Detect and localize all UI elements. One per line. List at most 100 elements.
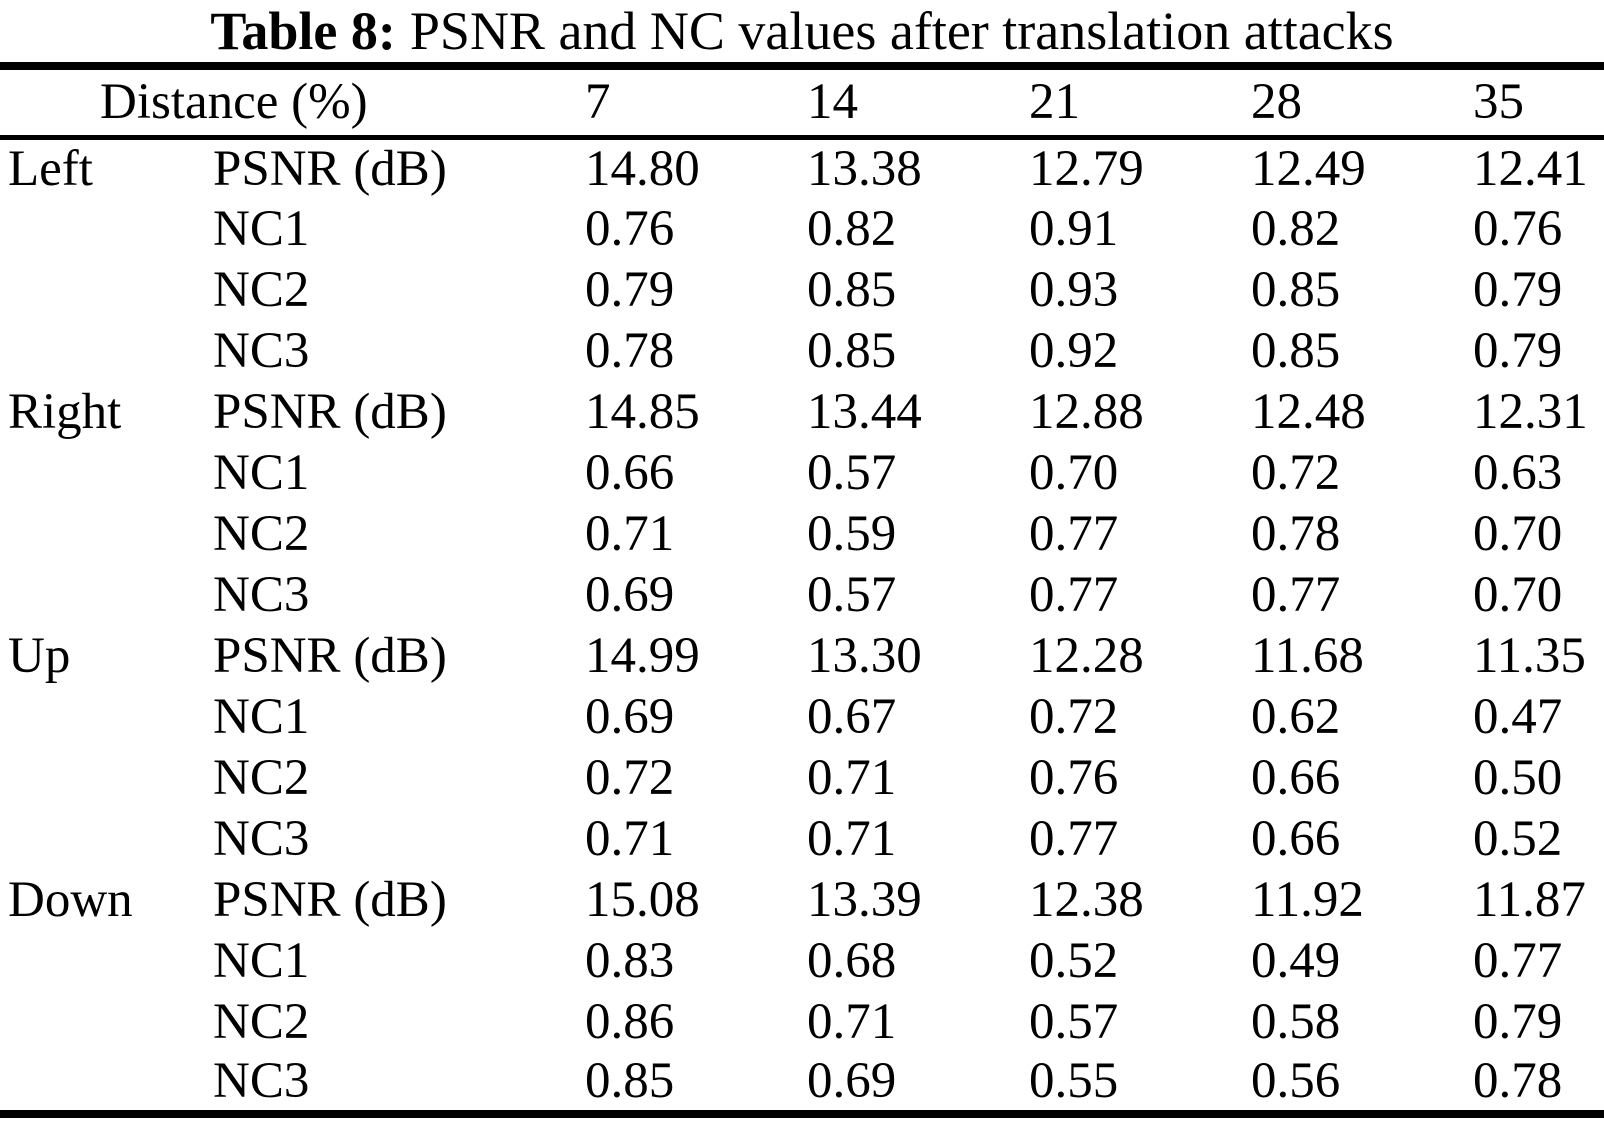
value-cell: 0.78 <box>1251 505 1341 562</box>
value-cell: 0.78 <box>585 322 675 379</box>
value-cell: 0.69 <box>585 566 675 623</box>
direction-cell-empty <box>0 747 213 808</box>
metric-cell: NC1 <box>213 932 310 989</box>
direction-cell-empty <box>0 930 213 991</box>
value-cell: 0.52 <box>1473 810 1563 867</box>
value-cell: 0.76 <box>1029 749 1119 806</box>
direction-cell-empty <box>0 991 213 1052</box>
table-row: Down PSNR (dB) 15.08 13.39 12.38 11.92 1… <box>0 869 1604 930</box>
direction-cell-empty <box>0 442 213 503</box>
value-cell: 0.68 <box>807 932 897 989</box>
metric-cell: NC2 <box>213 261 310 318</box>
value-cell: 0.70 <box>1473 505 1563 562</box>
value-cell: 12.79 <box>1029 140 1144 197</box>
metric-cell: NC3 <box>213 1053 310 1109</box>
table-row: Up PSNR (dB) 14.99 13.30 12.28 11.68 11.… <box>0 625 1604 686</box>
value-cell: 0.71 <box>585 810 675 867</box>
value-cell: 0.72 <box>1251 444 1341 501</box>
table-row: NC1 0.76 0.82 0.91 0.82 0.76 <box>0 198 1604 259</box>
value-cell: 0.67 <box>807 688 897 745</box>
metric-cell: PSNR (dB) <box>213 627 447 684</box>
value-cell: 0.71 <box>585 505 675 562</box>
value-cell: 0.76 <box>585 200 675 257</box>
value-cell: 0.58 <box>1251 993 1341 1050</box>
value-cell: 0.62 <box>1251 688 1341 745</box>
value-cell: 12.38 <box>1029 871 1144 928</box>
column-header-distance: Distance (%) <box>100 74 368 131</box>
value-cell: 0.77 <box>1473 932 1563 989</box>
direction-cell-empty <box>0 1052 213 1114</box>
value-cell: 0.57 <box>1029 993 1119 1050</box>
value-cell: 0.93 <box>1029 261 1119 318</box>
metric-cell: NC1 <box>213 688 310 745</box>
direction-cell-empty <box>0 259 213 320</box>
psnr-nc-table: Distance (%) 7 14 21 28 35 Left PSNR (dB… <box>0 62 1604 1118</box>
value-cell: 0.59 <box>807 505 897 562</box>
value-cell: 11.87 <box>1473 871 1586 928</box>
value-cell: 12.31 <box>1473 383 1588 440</box>
column-header-distance-14: 14 <box>807 74 859 131</box>
value-cell: 0.92 <box>1029 322 1119 379</box>
value-cell: 0.47 <box>1473 688 1563 745</box>
value-cell: 0.70 <box>1473 566 1563 623</box>
value-cell: 13.38 <box>807 140 922 197</box>
value-cell: 11.35 <box>1473 627 1586 684</box>
direction-cell-empty <box>0 198 213 259</box>
value-cell: 0.77 <box>1029 505 1119 562</box>
value-cell: 11.92 <box>1251 871 1364 928</box>
value-cell: 12.48 <box>1251 383 1366 440</box>
value-cell: 0.72 <box>1029 688 1119 745</box>
value-cell: 0.50 <box>1473 749 1563 806</box>
column-header-distance-7: 7 <box>585 74 611 131</box>
value-cell: 0.79 <box>1473 322 1563 379</box>
column-header-distance-28: 28 <box>1251 74 1303 131</box>
value-cell: 12.28 <box>1029 627 1144 684</box>
value-cell: 0.85 <box>807 322 897 379</box>
value-cell: 0.91 <box>1029 200 1119 257</box>
direction-cell-empty <box>0 564 213 625</box>
metric-cell: NC1 <box>213 444 310 501</box>
direction-cell: Left <box>8 140 93 197</box>
value-cell: 0.72 <box>585 749 675 806</box>
table-row: NC3 0.69 0.57 0.77 0.77 0.70 <box>0 564 1604 625</box>
value-cell: 12.49 <box>1251 140 1366 197</box>
table-row: Right PSNR (dB) 14.85 13.44 12.88 12.48 … <box>0 381 1604 442</box>
table-row: NC3 0.85 0.69 0.55 0.56 0.78 <box>0 1052 1604 1114</box>
metric-cell: PSNR (dB) <box>213 383 447 440</box>
value-cell: 0.77 <box>1029 566 1119 623</box>
direction-cell-empty <box>0 808 213 869</box>
value-cell: 0.69 <box>585 688 675 745</box>
value-cell: 11.68 <box>1251 627 1364 684</box>
value-cell: 14.85 <box>585 383 700 440</box>
table-caption-text: PSNR and NC values after translation att… <box>409 1 1394 61</box>
value-cell: 0.52 <box>1029 932 1119 989</box>
table-row: NC2 0.86 0.71 0.57 0.58 0.79 <box>0 991 1604 1052</box>
metric-cell: NC1 <box>213 200 310 257</box>
table-row: NC3 0.71 0.71 0.77 0.66 0.52 <box>0 808 1604 869</box>
value-cell: 0.63 <box>1473 444 1563 501</box>
column-header-distance-35: 35 <box>1473 74 1525 131</box>
value-cell: 0.71 <box>807 810 897 867</box>
column-header-distance-21: 21 <box>1029 74 1081 131</box>
value-cell: 14.80 <box>585 140 700 197</box>
table-row: NC1 0.69 0.67 0.72 0.62 0.47 <box>0 686 1604 747</box>
table-caption: Table 8: PSNR and NC values after transla… <box>0 0 1604 62</box>
table-row: NC3 0.78 0.85 0.92 0.85 0.79 <box>0 320 1604 381</box>
value-cell: 0.79 <box>585 261 675 318</box>
value-cell: 0.76 <box>1473 200 1563 257</box>
value-cell: 0.79 <box>1473 261 1563 318</box>
value-cell: 0.71 <box>807 749 897 806</box>
value-cell: 0.85 <box>1251 261 1341 318</box>
metric-cell: PSNR (dB) <box>213 871 447 928</box>
value-cell: 15.08 <box>585 871 700 928</box>
value-cell: 0.57 <box>807 566 897 623</box>
value-cell: 0.66 <box>585 444 675 501</box>
metric-cell: NC2 <box>213 993 310 1050</box>
metric-cell: NC3 <box>213 810 310 867</box>
table-row: NC2 0.72 0.71 0.76 0.66 0.50 <box>0 747 1604 808</box>
table-caption-label: Table 8: <box>210 1 396 61</box>
value-cell: 0.77 <box>1029 810 1119 867</box>
value-cell: 0.57 <box>807 444 897 501</box>
direction-cell: Right <box>8 383 122 440</box>
value-cell: 0.85 <box>1251 322 1341 379</box>
